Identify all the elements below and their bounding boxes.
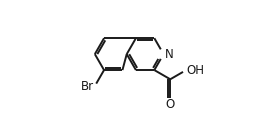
Text: OH: OH (187, 64, 205, 77)
Text: O: O (166, 98, 175, 111)
Text: N: N (165, 48, 173, 61)
Text: Br: Br (81, 79, 94, 93)
